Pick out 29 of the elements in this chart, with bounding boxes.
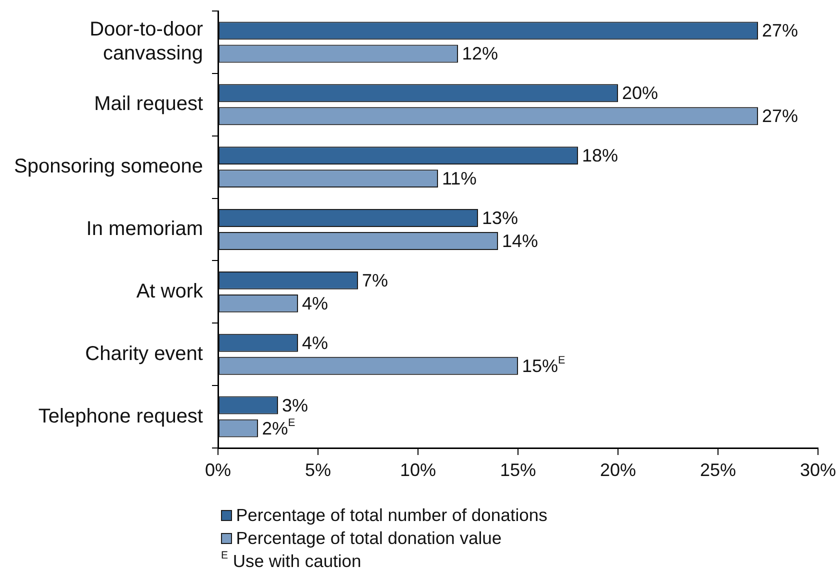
- y-tick-label: In memoriam: [86, 218, 203, 240]
- x-tick-label: 15%: [500, 460, 536, 480]
- y-tick-label: At work: [136, 280, 204, 302]
- data-label: 7%: [362, 270, 388, 290]
- x-tick-label: 25%: [700, 460, 736, 480]
- data-label: 27%: [762, 20, 798, 41]
- data-label: 20%: [622, 83, 658, 104]
- x-tick-label: 5%: [304, 460, 332, 480]
- data-label: 14%: [502, 230, 538, 251]
- y-tick-label: Door-to-door canvassing: [90, 18, 204, 65]
- data-label: 13%: [482, 208, 518, 228]
- x-tick-label: 20%: [600, 460, 636, 480]
- y-tick-label: Charity event: [85, 342, 204, 365]
- y-tick-label: Sponsoring someone: [14, 156, 203, 178]
- data-label: 3%: [282, 395, 308, 416]
- data-label: 11%: [442, 168, 477, 189]
- data-label: 4%: [302, 332, 328, 353]
- x-tick-label: 10%: [400, 460, 436, 480]
- text: E Use with caution: [221, 550, 362, 571]
- data-label: 12%: [462, 44, 498, 64]
- data-label: 27%: [762, 106, 798, 126]
- x-tick-label: 0%: [204, 460, 232, 480]
- legend-label: Percentage of total number of donations: [236, 504, 548, 525]
- data-label: 18%: [582, 146, 618, 166]
- y-tick-label: Telephone request: [38, 405, 204, 428]
- x-tick-label: 30%: [800, 460, 836, 480]
- data-label: 4%: [302, 293, 328, 314]
- y-tick-label: Mail request: [94, 93, 204, 116]
- legend-label: Percentage of total donation value: [236, 528, 502, 548]
